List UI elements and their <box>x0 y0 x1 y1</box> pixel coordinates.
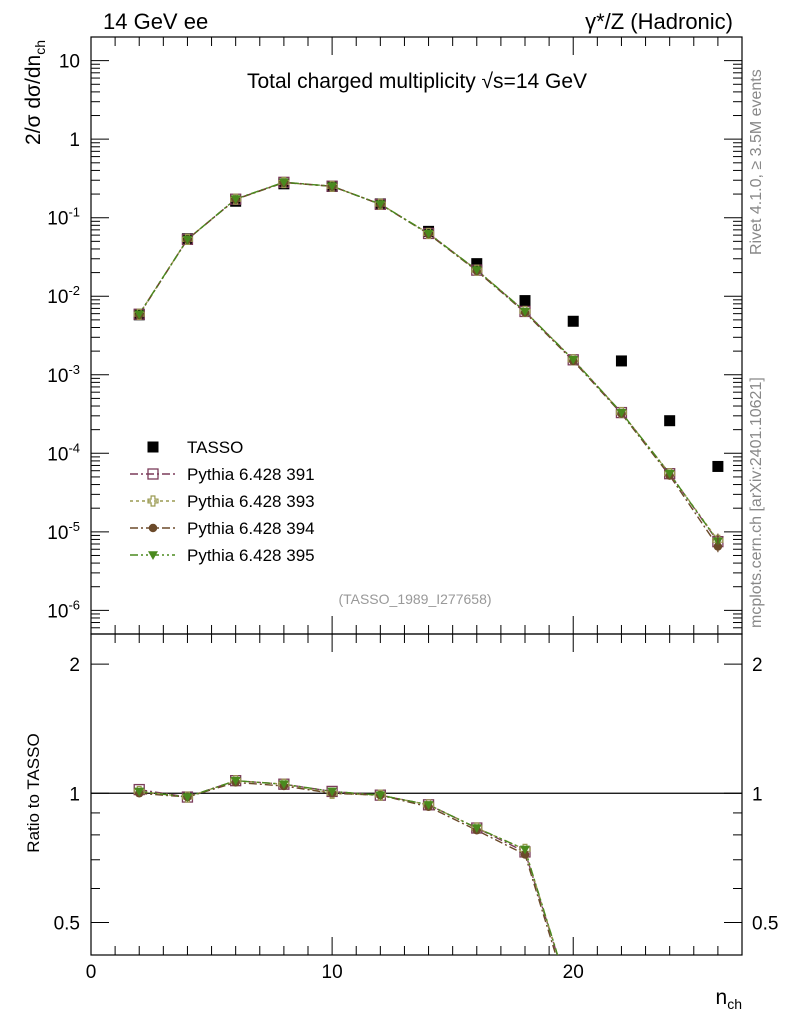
x-axis-label: nch <box>716 986 742 1012</box>
legend-label-4: Pythia 6.428 395 <box>187 546 315 565</box>
legend-label-1: Pythia 6.428 391 <box>187 465 315 484</box>
ratio-line-2 <box>139 781 557 955</box>
analysis-label: (TASSO_1989_I277658) <box>338 591 491 607</box>
mc-point-s4-6 <box>423 229 434 239</box>
data-point-s0-7 <box>471 258 483 270</box>
legend-entry-2: Pythia 6.428 393 <box>130 492 315 511</box>
main-series-layer <box>133 176 724 553</box>
ratio-point-s3-6 <box>423 801 434 810</box>
mc-point-s4-3 <box>278 178 289 188</box>
main-y-tick-label: 10-6 <box>47 597 80 622</box>
main-y-tick-label: 10 <box>59 52 80 73</box>
ratio-y-tick-label-right: 1 <box>752 784 763 805</box>
data-point-s0-8 <box>519 295 531 307</box>
ratio-point-s2-8 <box>520 850 530 859</box>
data-point-s0-9 <box>567 315 579 327</box>
mcplots-reference-label: mcplots.cern.ch [arXiv:2401.10621] <box>748 377 765 628</box>
ratio-y-tick-label: 1 <box>69 784 80 805</box>
ratio-line-0 <box>139 779 559 955</box>
ratio-point-s3-0 <box>134 787 145 797</box>
mc-point-s4-0 <box>134 310 145 320</box>
x-tick-label: 20 <box>563 962 584 983</box>
ratio-line-3 <box>139 779 559 955</box>
main-y-tick-label: 10-2 <box>47 283 80 308</box>
ratio-series-layer <box>133 775 559 955</box>
energy-label: 14 GeV ee <box>103 9 208 34</box>
ratio-y-axis-label: Ratio to TASSO <box>24 733 43 852</box>
mc-point-s4-11 <box>664 469 675 479</box>
mc-point-s4-8 <box>520 307 530 317</box>
legend-entry-4: Pythia 6.428 395 <box>130 546 315 565</box>
main-y-tick-label: 10-1 <box>47 205 80 230</box>
ratio-panel-frame <box>90 633 743 956</box>
ratio-y-tick-label-right: 2 <box>752 655 763 676</box>
mc-point-s4-9 <box>568 355 579 365</box>
legend-label-0: TASSO <box>187 438 243 457</box>
ratio-point-s3-7 <box>471 824 482 834</box>
ratio-y-tick-label-right: 0.5 <box>752 913 778 934</box>
legend-entry-1: Pythia 6.428 391 <box>130 465 315 484</box>
legend-marker-2 <box>147 495 159 507</box>
ratio-point-s3-1 <box>182 793 193 803</box>
ratio-point-s3-2 <box>230 776 241 786</box>
legend-marker-0 <box>147 441 159 453</box>
ratio-point-s3-3 <box>278 780 289 790</box>
ratio-y-tick-label: 0.5 <box>54 913 80 934</box>
legend-entry-0: TASSO <box>147 438 243 457</box>
mc-point-s4-1 <box>182 235 193 245</box>
legend-label-3: Pythia 6.428 394 <box>187 519 315 538</box>
x-tick-label: 10 <box>322 962 343 983</box>
rivet-version-label: Rivet 4.1.0, ≥ 3.5M events <box>748 69 765 255</box>
process-label: γ*/Z (Hadronic) <box>585 9 733 34</box>
ratio-point-s3-8 <box>520 845 530 855</box>
legend-entry-3: Pythia 6.428 394 <box>130 519 315 538</box>
legend-label-2: Pythia 6.428 393 <box>187 492 315 511</box>
data-point-s0-12 <box>712 460 724 472</box>
ratio-axis-ticks: 0.5 0.51 12 20 10 20 <box>54 634 778 983</box>
mc-point-s4-4 <box>327 182 338 192</box>
main-y-tick-label: 10-4 <box>47 440 80 465</box>
mc-point-s4-10 <box>616 408 627 418</box>
main-y-tick-label: 1 <box>69 130 80 151</box>
mc-point-s4-5 <box>375 200 386 210</box>
main-y-axis-label: 2/σ dσ/dnch <box>22 40 48 145</box>
legend-marker-4 <box>148 551 158 560</box>
data-point-s0-11 <box>664 415 676 427</box>
main-panel-frame <box>90 36 743 635</box>
main-y-tick-label: 10-3 <box>47 362 80 387</box>
ratio-line-1 <box>139 779 559 955</box>
x-tick-label: 0 <box>86 962 97 983</box>
chart-title: Total charged multiplicity √s=14 GeV <box>247 70 587 93</box>
ratio-point-s3-4 <box>327 787 338 797</box>
ratio-point-s3-5 <box>375 791 386 801</box>
mc-point-s4-2 <box>230 195 241 205</box>
mc-point-s4-7 <box>471 266 482 275</box>
legend-marker-3 <box>148 523 158 533</box>
main-y-tick-label: 10-5 <box>47 519 80 544</box>
legend: TASSO Pythia 6.428 391 Pythia 6.428 393 Pyt… <box>130 438 315 565</box>
data-point-s0-10 <box>615 355 627 367</box>
legend-marker-1 <box>147 468 159 480</box>
ratio-y-tick-label: 2 <box>69 655 80 676</box>
main-axis-ticks: 10-6 10-5 10-4 10-3 10-2 10-1 1 10 <box>47 36 743 635</box>
